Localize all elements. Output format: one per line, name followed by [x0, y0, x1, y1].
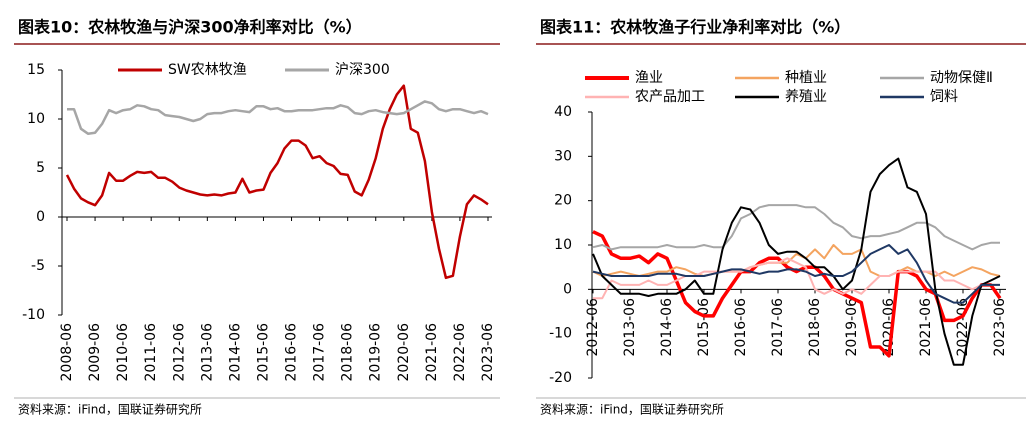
- legend-label: 渔业: [635, 70, 663, 86]
- series-line: [592, 244, 1001, 277]
- source-note: 资料来源：iFind，国联证券研究所: [540, 402, 724, 417]
- x-tick-label: 2020-06: [396, 323, 412, 382]
- legend-label: 动物保健Ⅱ: [930, 70, 993, 86]
- x-tick-label: 2012-06: [171, 323, 187, 382]
- x-tick-label: 2021-06: [918, 298, 934, 357]
- legend-label: 沪深300: [335, 62, 390, 78]
- x-tick-label: 2023-06: [992, 298, 1008, 357]
- y-tick-label: 5: [36, 160, 45, 176]
- x-tick-label: 2008-06: [59, 323, 75, 382]
- y-tick-label: -10: [549, 326, 572, 342]
- y-tick-label: 0: [36, 209, 45, 225]
- x-tick-label: 2018-06: [340, 323, 356, 382]
- x-tick-label: 2017-06: [312, 323, 328, 382]
- x-tick-label: 2014-06: [227, 323, 243, 382]
- x-tick-label: 2021-06: [424, 323, 440, 382]
- y-tick-label: 15: [27, 62, 45, 78]
- series-line: [593, 257, 1000, 300]
- y-tick-label: 0: [563, 281, 572, 297]
- x-tick-label: 2010-06: [115, 323, 131, 382]
- series-line: [592, 204, 1000, 251]
- series-line: [592, 244, 1000, 304]
- x-tick-label: 2016-06: [284, 323, 300, 382]
- x-tick-label: 2011-06: [143, 323, 159, 382]
- y-tick-label: -5: [31, 258, 45, 274]
- chart-title: 图表11：农林牧渔子行业净利率对比（%）: [540, 18, 850, 37]
- x-tick-label: 2017-06: [770, 298, 786, 357]
- series-line: [592, 157, 1001, 366]
- legend-label: 农产品加工: [635, 89, 705, 105]
- chart-title: 图表10：农林牧渔与沪深300净利率对比（%）: [18, 18, 362, 37]
- x-tick-label: 2019-06: [368, 323, 384, 382]
- x-tick-label: 2009-06: [87, 323, 103, 382]
- x-tick-label: 2015-06: [255, 323, 271, 382]
- x-tick-label: 2012-06: [585, 298, 601, 357]
- x-tick-label: 2013-06: [199, 323, 215, 382]
- x-tick-label: 2014-06: [659, 298, 675, 357]
- y-tick-label: 20: [554, 193, 572, 209]
- x-tick-label: 2015-06: [696, 298, 712, 357]
- x-tick-label: 2022-06: [452, 323, 468, 382]
- y-tick-label: 10: [554, 237, 572, 253]
- x-tick-label: 2023-06: [480, 323, 496, 382]
- y-tick-label: -10: [22, 307, 45, 323]
- y-tick-label: 30: [554, 148, 572, 164]
- legend-label: 养殖业: [785, 88, 827, 105]
- y-tick-label: 40: [554, 104, 572, 120]
- y-tick-label: 10: [27, 111, 45, 127]
- legend-label: 饲料: [930, 89, 958, 105]
- series-line: [67, 100, 489, 135]
- series-line: [65, 84, 489, 280]
- source-note: 资料来源：iFind，国联证券研究所: [18, 402, 202, 417]
- x-tick-label: 2018-06: [807, 298, 823, 357]
- y-tick-label: -20: [549, 370, 572, 386]
- x-tick-label: 2013-06: [622, 298, 638, 357]
- legend-label: SW农林牧渔: [168, 62, 247, 78]
- series-line: [592, 230, 1002, 358]
- x-tick-label: 2019-06: [844, 298, 860, 357]
- x-tick-label: 2016-06: [733, 298, 749, 357]
- legend-label: 种植业: [785, 70, 827, 86]
